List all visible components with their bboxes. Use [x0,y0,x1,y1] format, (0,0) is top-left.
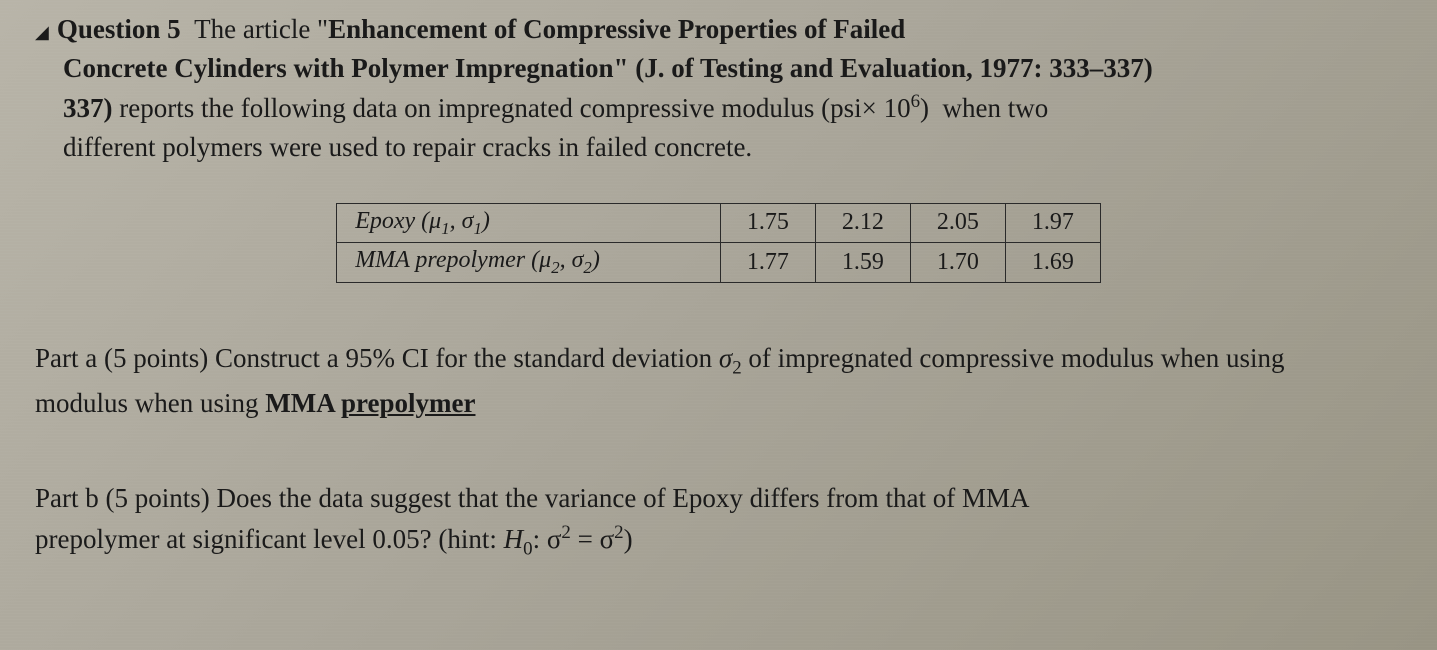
part-b: Part b (5 points) Does the data suggest … [35,478,1402,563]
sup1: 2 [561,522,570,543]
part-a: Part a (5 points) Construct a 95% CI for… [35,338,1402,423]
colon-sigma: : σ [533,524,562,554]
mma-label: MMA prepolymer (μ [355,247,551,273]
sigma-symbol: σ [719,343,732,373]
table-cell: 1.69 [1005,243,1100,283]
superscript-6: 6 [911,91,920,112]
table-row: Epoxy (μ1, σ1) 1.75 2.12 2.05 1.97 [337,203,1101,243]
close-paren: ) [624,524,633,554]
epoxy-sub2: 1 [473,218,481,237]
part-a-text2: of impregnated compressive modulus when … [742,343,1285,373]
table-cell: 2.12 [815,203,910,243]
table-cell: 1.75 [720,203,815,243]
table-cell: 2.05 [910,203,1005,243]
article-title-line2: Concrete Cylinders with Polymer Impregna… [63,53,613,83]
row-label-mma: MMA prepolymer (μ2, σ2) [337,243,721,283]
table-cell: 1.59 [815,243,910,283]
prepolymer-underline: prepolymer [341,388,475,418]
epoxy-mid: , σ [450,208,474,234]
sup2: 2 [614,522,623,543]
part-a-text3: modulus when using [35,388,265,418]
question-header: ◢ Question 5 The article "Enhancement of … [35,10,1402,168]
h0-symbol: H [504,524,524,554]
epoxy-sub1: 1 [441,218,449,237]
table-cell: 1.77 [720,243,815,283]
epoxy-end: ) [482,208,490,234]
description-2: different polymers were used to repair c… [63,132,752,162]
intro-text: The article " [194,14,328,44]
epoxy-label: Epoxy (μ [355,208,441,234]
h0-sub: 0 [523,538,532,559]
table-row: MMA prepolymer (μ2, σ2) 1.77 1.59 1.70 1… [337,243,1101,283]
row-label-epoxy: Epoxy (μ1, σ1) [337,203,721,243]
eq-sigma: = σ [571,524,614,554]
mma-mid: , σ [560,247,584,273]
description-1: reports the following data on impregnate… [113,93,911,123]
table-cell: 1.70 [910,243,1005,283]
collapse-triangle-icon: ◢ [35,19,49,45]
mma-sub2: 2 [583,258,591,277]
question-number: Question 5 [57,14,181,44]
mma-sub1: 2 [551,258,559,277]
table-cell: 1.97 [1005,203,1100,243]
description-1b: ) when two [920,93,1048,123]
data-table-container: Epoxy (μ1, σ1) 1.75 2.12 2.05 1.97 MMA p… [35,203,1402,284]
mma-end: ) [592,247,600,273]
mma-bold: MMA [265,388,341,418]
part-a-text1: Part a (5 points) Construct a 95% CI for… [35,343,719,373]
data-table: Epoxy (μ1, σ1) 1.75 2.12 2.05 1.97 MMA p… [336,203,1101,284]
article-title-line1: Enhancement of Compressive Properties of… [328,14,905,44]
sigma-sub: 2 [732,358,741,379]
citation: " (J. of Testing and Evaluation, 1977: 3… [613,53,1152,83]
